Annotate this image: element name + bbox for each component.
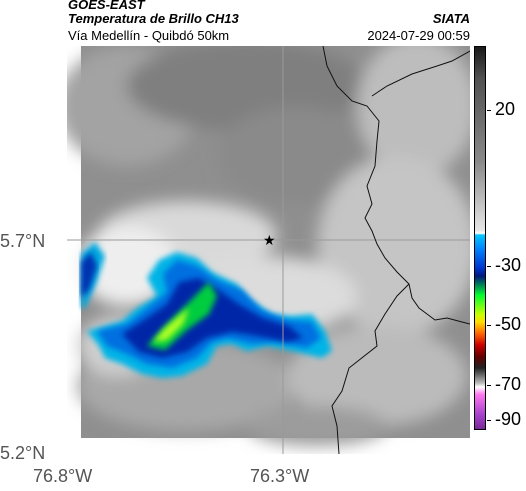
colorbar-tick bbox=[487, 385, 491, 386]
colorbar-label: 20 bbox=[495, 99, 516, 119]
star-icon: ★ bbox=[263, 233, 276, 249]
boundary-line bbox=[331, 283, 410, 454]
colorbar-tick bbox=[487, 420, 491, 421]
colorbar-tick bbox=[487, 110, 491, 111]
map-panel: ★ bbox=[67, 46, 470, 454]
boundary-line bbox=[371, 50, 470, 97]
map-canvas: ★ bbox=[67, 46, 470, 454]
colorbar bbox=[474, 46, 486, 430]
colorbar-tick bbox=[487, 266, 491, 267]
lat-label: 5.2°N bbox=[0, 443, 46, 463]
colorbar-label: -50 bbox=[495, 314, 522, 334]
satellite-name: GOES-EAST bbox=[68, 0, 145, 12]
colorbar-label: -30 bbox=[495, 255, 522, 275]
colorbar-tick bbox=[487, 325, 491, 326]
product-title: Temperatura de Brillo CH13 bbox=[68, 11, 239, 26]
imagery-area bbox=[67, 46, 470, 446]
convective-cloud bbox=[81, 242, 332, 378]
lon-label: 76.3°W bbox=[250, 466, 310, 486]
lat-label: 5.7°N bbox=[0, 231, 46, 251]
datetime-label: 2024-07-29 00:59 bbox=[367, 28, 470, 43]
boundary-line bbox=[322, 46, 470, 325]
colorbar-label: -90 bbox=[495, 409, 522, 429]
lon-label: 76.8°W bbox=[33, 466, 93, 486]
region-label: Vía Medellín - Quibdó 50km bbox=[68, 28, 230, 43]
colorbar-label: -70 bbox=[495, 374, 522, 394]
organization-label: SIATA bbox=[432, 11, 470, 26]
